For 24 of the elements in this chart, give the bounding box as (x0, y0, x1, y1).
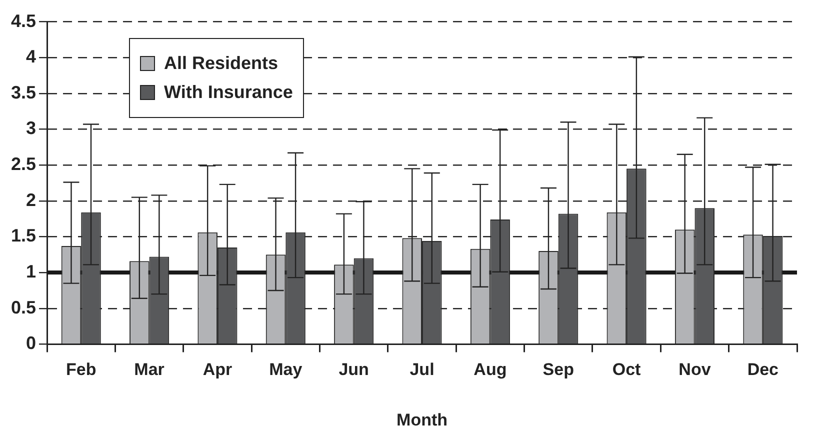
legend-label: All Residents (164, 52, 278, 74)
y-tick-label: 1 (26, 262, 36, 282)
x-tick-label: Oct (612, 360, 642, 380)
y-tick-label: 2.5 (10, 154, 36, 174)
x-tick-label: Nov (678, 360, 712, 380)
y-tick-label: 0 (26, 333, 36, 354)
y-tick-label: 1.5 (10, 226, 36, 246)
y-tick-label: 3.5 (10, 82, 36, 102)
y-tick-label: 4 (26, 46, 36, 67)
x-tick-label: Apr (202, 360, 232, 380)
x-tick-label: Feb (66, 360, 96, 380)
x-tick-label: Mar (134, 360, 165, 380)
x-axis-title: Month (396, 410, 448, 430)
legend-label: With Insurance (164, 82, 293, 103)
x-tick-label: Jun (338, 360, 369, 380)
y-tick-label: 3 (26, 118, 36, 138)
x-tick-label: May (269, 360, 303, 380)
x-tick-label: Dec (747, 360, 779, 380)
y-tick-label: 2 (26, 190, 36, 210)
x-tick-label: Jul (410, 360, 434, 380)
y-tick-label: 4.5 (10, 10, 36, 31)
x-tick-label: Aug (474, 360, 507, 380)
x-tick-label: Sep (542, 360, 574, 380)
y-tick-label: 0.5 (10, 297, 36, 318)
